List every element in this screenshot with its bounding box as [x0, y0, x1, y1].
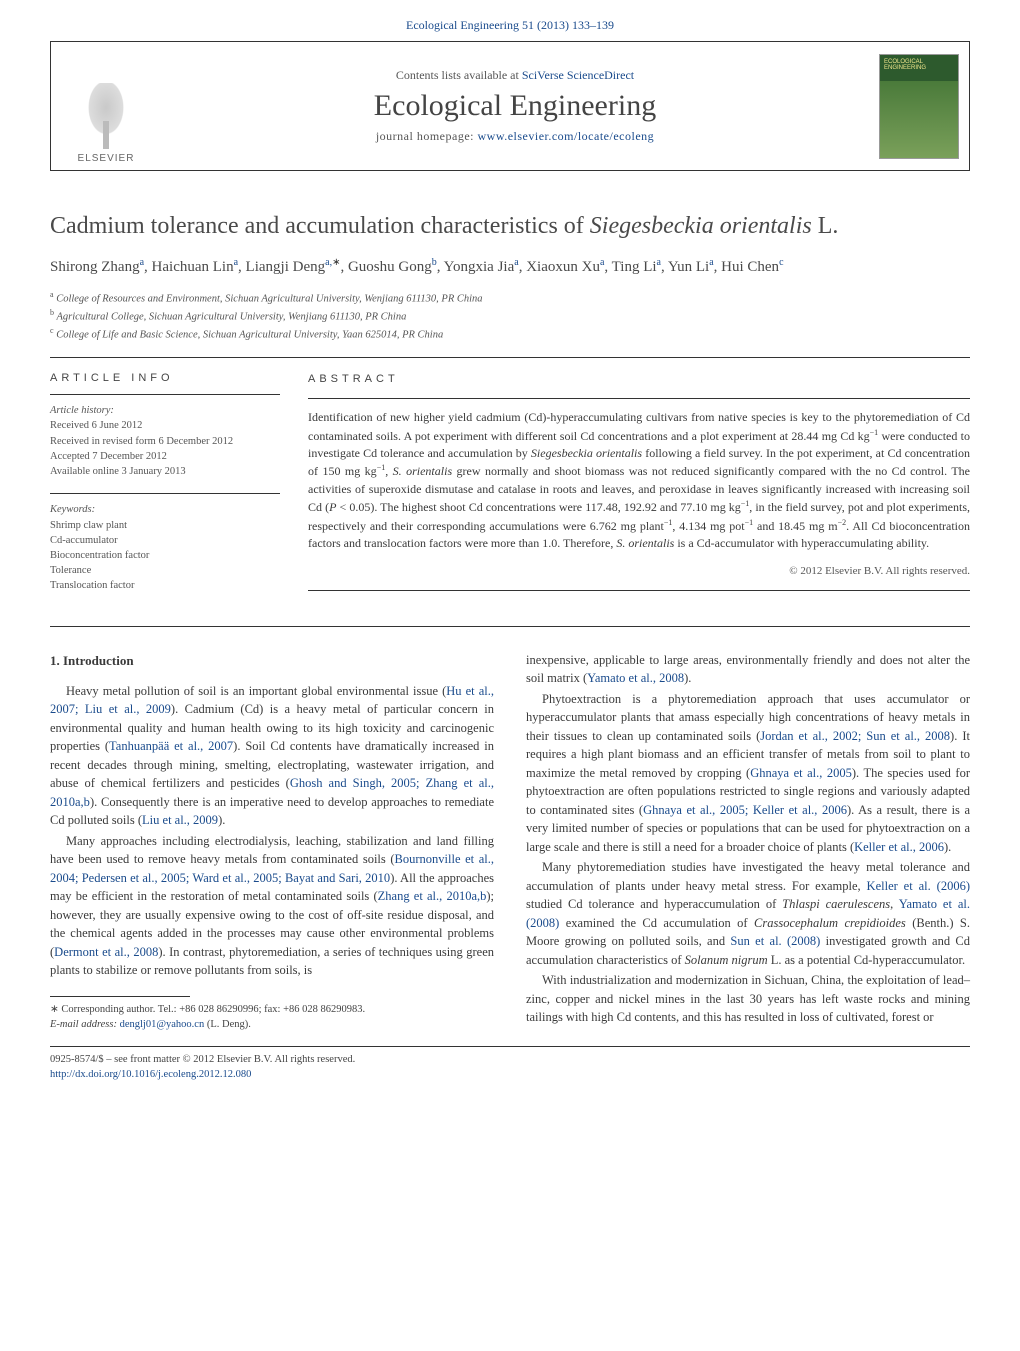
- header-center: Contents lists available at SciVerse Sci…: [161, 42, 869, 170]
- history-1: Received in revised form 6 December 2012: [50, 436, 233, 447]
- article-info-column: ARTICLE INFO Article history: Received 6…: [50, 372, 280, 607]
- info-abstract-row: ARTICLE INFO Article history: Received 6…: [50, 358, 970, 625]
- info-rule-2: [50, 493, 280, 494]
- rule-mid: [50, 626, 970, 627]
- corresponding-author: ∗ Corresponding author. Tel.: +86 028 86…: [50, 1003, 494, 1018]
- front-matter-line: 0925-8574/$ – see front matter © 2012 El…: [50, 1053, 970, 1068]
- abstract-label: ABSTRACT: [308, 372, 970, 388]
- keywords-block: Keywords: Shrimp claw plant Cd-accumulat…: [50, 502, 280, 593]
- email-link[interactable]: denglj01@yahoo.cn: [120, 1019, 205, 1030]
- right-para-2: Many phytoremediation studies have inves…: [526, 858, 970, 969]
- keyword-4: Translocation factor: [50, 580, 134, 591]
- abstract-column: ABSTRACT Identification of new higher yi…: [308, 372, 970, 607]
- abstract-rule: [308, 398, 970, 399]
- journal-cover-thumbnail: [879, 54, 959, 159]
- article-title: Cadmium tolerance and accumulation chara…: [50, 211, 970, 241]
- keywords-label: Keywords:: [50, 504, 95, 515]
- body-columns: 1. Introduction Heavy metal pollution of…: [50, 651, 970, 1033]
- journal-title: Ecological Engineering: [374, 89, 656, 123]
- info-rule: [50, 394, 280, 395]
- article-info-label: ARTICLE INFO: [50, 372, 280, 384]
- authors-line: Shirong Zhanga, Haichuan Lina, Liangji D…: [50, 255, 970, 279]
- right-para-1: Phytoextraction is a phytoremediation ap…: [526, 690, 970, 857]
- left-para-0: Heavy metal pollution of soil is an impo…: [50, 682, 494, 830]
- journal-header-box: ELSEVIER Contents lists available at Sci…: [50, 41, 970, 171]
- history-3: Available online 3 January 2013: [50, 466, 186, 477]
- email-line: E-mail address: denglj01@yahoo.cn (L. De…: [50, 1018, 494, 1033]
- right-para-0: inexpensive, applicable to large areas, …: [526, 651, 970, 688]
- keyword-1: Cd-accumulator: [50, 535, 118, 546]
- doi-link[interactable]: http://dx.doi.org/10.1016/j.ecoleng.2012…: [50, 1069, 251, 1080]
- intro-heading: 1. Introduction: [50, 651, 494, 670]
- sciencedirect-link[interactable]: SciVerse ScienceDirect: [522, 68, 634, 82]
- article-history-block: Article history: Received 6 June 2012 Re…: [50, 403, 280, 479]
- left-para-1: Many approaches including electrodialysi…: [50, 832, 494, 980]
- affiliations: a College of Resources and Environment, …: [50, 289, 970, 344]
- publisher-logo-block: ELSEVIER: [51, 42, 161, 170]
- journal-citation-banner: Ecological Engineering 51 (2013) 133–139: [0, 0, 1020, 41]
- elsevier-tree-icon: [76, 83, 136, 153]
- bottom-rule: [50, 1046, 970, 1047]
- contents-line: Contents lists available at SciVerse Sci…: [396, 68, 634, 83]
- cover-thumbnail-block: [869, 42, 969, 170]
- bottom-meta: 0925-8574/$ – see front matter © 2012 El…: [50, 1053, 970, 1082]
- keyword-3: Tolerance: [50, 565, 91, 576]
- right-para-3: With industrialization and modernization…: [526, 971, 970, 1027]
- affiliation-a: a College of Resources and Environment, …: [50, 289, 970, 307]
- abstract-copyright: © 2012 Elsevier B.V. All rights reserved…: [308, 564, 970, 580]
- keyword-2: Bioconcentration factor: [50, 550, 149, 561]
- keyword-0: Shrimp claw plant: [50, 520, 127, 531]
- homepage-link[interactable]: www.elsevier.com/locate/ecoleng: [477, 129, 654, 143]
- affiliation-b: b Agricultural College, Sichuan Agricult…: [50, 307, 970, 325]
- homepage-prefix: journal homepage:: [376, 129, 478, 143]
- footnote-separator: [50, 996, 190, 997]
- abstract-rule-bottom: [308, 590, 970, 591]
- journal-citation-link[interactable]: Ecological Engineering 51 (2013) 133–139: [406, 18, 614, 32]
- history-0: Received 6 June 2012: [50, 420, 142, 431]
- history-label: Article history:: [50, 405, 114, 416]
- right-column: inexpensive, applicable to large areas, …: [526, 651, 970, 1033]
- left-column: 1. Introduction Heavy metal pollution of…: [50, 651, 494, 1033]
- history-2: Accepted 7 December 2012: [50, 451, 167, 462]
- abstract-text: Identification of new higher yield cadmi…: [308, 409, 970, 552]
- contents-prefix: Contents lists available at: [396, 68, 522, 82]
- footnotes: ∗ Corresponding author. Tel.: +86 028 86…: [50, 1003, 494, 1032]
- publisher-name: ELSEVIER: [78, 153, 135, 164]
- homepage-line: journal homepage: www.elsevier.com/locat…: [376, 129, 654, 144]
- affiliation-c: c College of Life and Basic Science, Sic…: [50, 325, 970, 343]
